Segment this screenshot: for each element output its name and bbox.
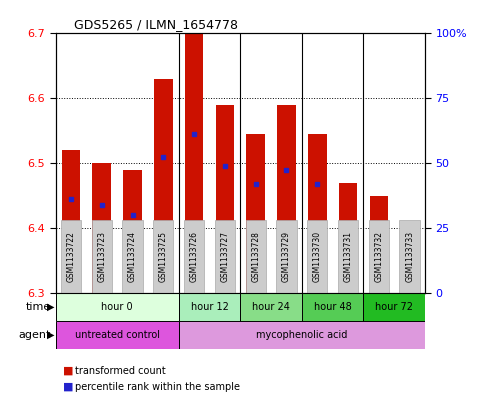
- Text: ■: ■: [63, 366, 73, 376]
- Bar: [277, 105, 296, 293]
- Text: hour 12: hour 12: [191, 302, 228, 312]
- Bar: [56, 293, 179, 321]
- Text: GSM1133726: GSM1133726: [190, 231, 199, 282]
- Text: hour 48: hour 48: [314, 302, 352, 312]
- Bar: [123, 169, 142, 293]
- Bar: [276, 220, 297, 293]
- Text: GSM1133727: GSM1133727: [220, 231, 229, 282]
- Bar: [338, 220, 358, 293]
- Bar: [185, 33, 203, 293]
- Text: GSM1133724: GSM1133724: [128, 231, 137, 282]
- Text: GSM1133723: GSM1133723: [97, 231, 106, 282]
- Bar: [62, 150, 80, 293]
- Text: untreated control: untreated control: [75, 330, 159, 340]
- Text: time: time: [26, 302, 51, 312]
- Bar: [215, 220, 235, 293]
- Bar: [308, 134, 327, 293]
- Text: hour 24: hour 24: [252, 302, 290, 312]
- Text: GDS5265 / ILMN_1654778: GDS5265 / ILMN_1654778: [74, 18, 238, 31]
- Text: GSM1133731: GSM1133731: [343, 231, 353, 282]
- Text: GSM1133722: GSM1133722: [67, 231, 75, 282]
- Bar: [246, 134, 265, 293]
- Text: percentile rank within the sample: percentile rank within the sample: [75, 382, 240, 392]
- Text: mycophenolic acid: mycophenolic acid: [256, 330, 348, 340]
- Bar: [179, 321, 425, 349]
- Bar: [245, 220, 266, 293]
- Bar: [56, 321, 179, 349]
- Bar: [61, 220, 81, 293]
- Bar: [339, 182, 357, 293]
- Bar: [153, 220, 173, 293]
- Bar: [184, 220, 204, 293]
- Bar: [179, 293, 240, 321]
- Bar: [399, 220, 420, 293]
- Bar: [307, 220, 327, 293]
- Bar: [215, 105, 234, 293]
- Text: GSM1133730: GSM1133730: [313, 231, 322, 282]
- Text: GSM1133729: GSM1133729: [282, 231, 291, 282]
- Bar: [154, 79, 172, 293]
- Text: agent: agent: [18, 330, 51, 340]
- Text: GSM1133728: GSM1133728: [251, 231, 260, 282]
- Text: ▶: ▶: [46, 330, 54, 340]
- Bar: [92, 163, 111, 293]
- Bar: [122, 220, 142, 293]
- Text: ■: ■: [63, 382, 73, 392]
- Text: GSM1133725: GSM1133725: [159, 231, 168, 282]
- Text: transformed count: transformed count: [75, 366, 166, 376]
- Bar: [364, 293, 425, 321]
- Bar: [240, 293, 302, 321]
- Bar: [369, 195, 388, 293]
- Text: GSM1133732: GSM1133732: [374, 231, 384, 282]
- Bar: [400, 234, 419, 293]
- Text: ▶: ▶: [46, 302, 54, 312]
- Text: hour 0: hour 0: [101, 302, 133, 312]
- Text: hour 72: hour 72: [375, 302, 413, 312]
- Bar: [302, 293, 364, 321]
- Bar: [369, 220, 389, 293]
- Text: GSM1133733: GSM1133733: [405, 231, 414, 282]
- Bar: [92, 220, 112, 293]
